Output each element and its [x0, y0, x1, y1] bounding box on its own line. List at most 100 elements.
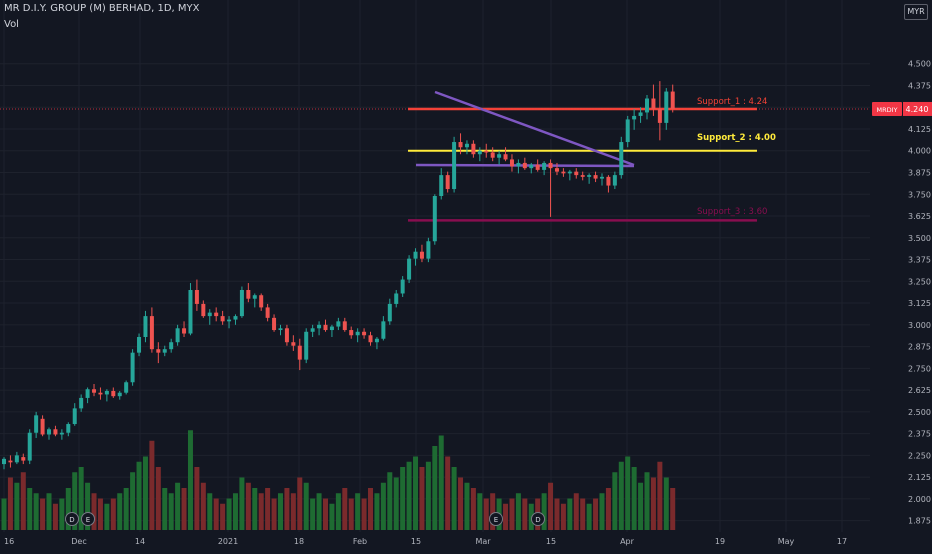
candle-body[interactable] [272, 317, 277, 331]
candle-body[interactable] [503, 154, 508, 160]
candle-body[interactable] [53, 429, 58, 435]
candle-body[interactable] [336, 321, 341, 327]
candle-body[interactable] [484, 150, 489, 153]
candle-body[interactable] [362, 331, 367, 336]
candle-body[interactable] [368, 335, 373, 343]
symbol-title[interactable]: MR D.I.Y. GROUP (M) BERHAD, 1D, MYX [4, 3, 200, 14]
candle-body[interactable] [471, 143, 476, 155]
candle-body[interactable] [355, 331, 360, 336]
candle-body[interactable] [214, 312, 219, 317]
candle-body[interactable] [252, 295, 257, 299]
event-marker-dividend[interactable]: D [65, 512, 79, 526]
candle-body[interactable] [670, 91, 675, 109]
candle-body[interactable] [516, 162, 521, 167]
candle-body[interactable] [21, 457, 26, 461]
candle-body[interactable] [426, 241, 431, 259]
candle-body[interactable] [317, 324, 322, 329]
candle-body[interactable] [432, 196, 437, 242]
candle-body[interactable] [278, 328, 283, 331]
candle-body[interactable] [291, 342, 296, 346]
event-marker-earnings[interactable]: E [81, 512, 95, 526]
candle-body[interactable] [535, 164, 540, 170]
candle-body[interactable] [645, 98, 649, 113]
candle-body[interactable] [66, 424, 71, 433]
candle-body[interactable] [606, 176, 611, 186]
candle-body[interactable] [156, 349, 161, 353]
candle-body[interactable] [59, 432, 64, 435]
candle-body[interactable] [111, 390, 116, 397]
candle-body[interactable] [387, 303, 392, 322]
candle-body[interactable] [124, 382, 129, 393]
candle-body[interactable] [182, 328, 187, 334]
candle-body[interactable] [169, 342, 174, 350]
candle-body[interactable] [619, 142, 624, 176]
candle-body[interactable] [419, 251, 424, 259]
candle-body[interactable] [407, 258, 412, 280]
candle-body[interactable] [439, 175, 444, 196]
candle-body[interactable] [149, 316, 154, 350]
candle-body[interactable] [522, 162, 527, 169]
candle-body[interactable] [40, 418, 45, 435]
candle-body[interactable] [143, 316, 148, 337]
candle-body[interactable] [342, 321, 347, 331]
candle-body[interactable] [297, 345, 302, 360]
candle-body[interactable] [207, 312, 212, 317]
last-price-tag[interactable]: MRDIY 4.240 [872, 101, 932, 116]
candle-body[interactable] [233, 316, 238, 320]
candle-body[interactable] [580, 175, 585, 177]
candle-body[interactable] [664, 91, 669, 123]
event-marker-dividend[interactable]: D [531, 512, 545, 526]
candle-body[interactable] [445, 175, 450, 190]
candle-body[interactable] [593, 175, 598, 179]
triangle-upper-line[interactable] [434, 90, 635, 167]
candle-body[interactable] [162, 349, 167, 353]
candle-body[interactable] [394, 293, 399, 304]
candle-body[interactable] [8, 460, 13, 463]
event-marker-earnings[interactable]: E [489, 512, 503, 526]
candle-body[interactable] [98, 392, 103, 395]
candle-body[interactable] [323, 324, 328, 331]
candle-body[interactable] [458, 142, 463, 148]
candle-body[interactable] [477, 150, 482, 155]
candle-body[interactable] [567, 171, 572, 174]
candle-body[interactable] [27, 432, 32, 461]
candle-body[interactable] [72, 408, 77, 425]
candle-body[interactable] [137, 337, 142, 353]
candle-body[interactable] [612, 175, 617, 186]
candle-body[interactable] [239, 290, 244, 317]
candle-body[interactable] [542, 162, 547, 170]
candle-body[interactable] [651, 98, 656, 109]
candle-body[interactable] [529, 164, 534, 169]
candle-body[interactable] [188, 290, 193, 334]
candle-body[interactable] [561, 171, 566, 174]
candle-body[interactable] [381, 321, 386, 339]
candle-body[interactable] [259, 295, 264, 308]
candle-body[interactable] [497, 154, 502, 158]
candle-body[interactable] [464, 143, 469, 148]
candle-body[interactable] [599, 176, 604, 179]
candle-body[interactable] [47, 429, 52, 435]
candle-body[interactable] [92, 389, 97, 393]
candle-body[interactable] [452, 142, 457, 190]
candle-body[interactable] [310, 328, 315, 332]
candle-body[interactable] [574, 171, 579, 176]
candle-body[interactable] [194, 290, 199, 304]
candle-body[interactable] [413, 251, 418, 259]
candle-body[interactable] [227, 319, 232, 322]
candle-body[interactable] [130, 352, 135, 383]
candle-body[interactable] [304, 331, 309, 360]
candle-body[interactable] [117, 392, 122, 397]
candle-body[interactable] [201, 303, 206, 317]
candle-body[interactable] [657, 108, 662, 123]
candle-body[interactable] [220, 316, 225, 322]
candle-body[interactable] [400, 279, 405, 294]
candle-body[interactable] [175, 328, 180, 343]
candle-body[interactable] [374, 338, 379, 343]
candle-body[interactable] [625, 119, 630, 143]
candle-body[interactable] [34, 415, 39, 433]
candle-body[interactable] [79, 397, 84, 409]
candle-body[interactable] [329, 326, 334, 331]
candle-body[interactable] [509, 159, 514, 167]
candle-body[interactable] [349, 330, 354, 336]
